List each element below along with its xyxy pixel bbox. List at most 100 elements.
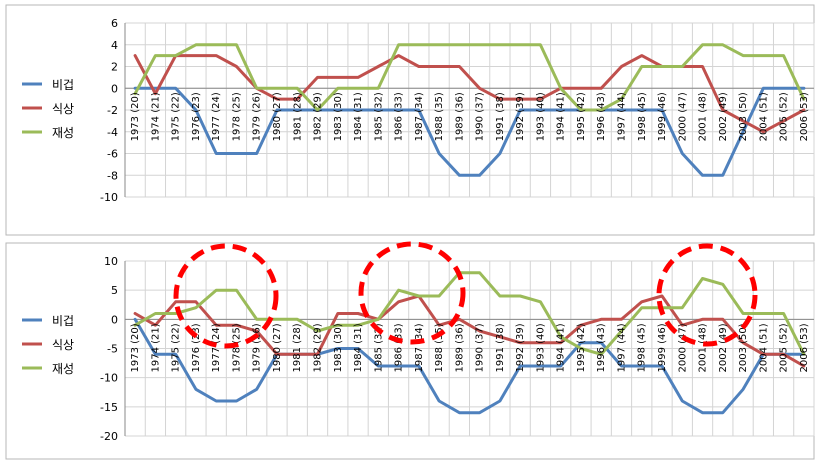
x-tick-label: 2004 (51) <box>758 323 769 372</box>
x-tick-label: 1997 (44) <box>616 92 627 141</box>
x-tick-label: 1999 (46) <box>657 323 668 372</box>
legend-label: 비겁 <box>52 78 74 92</box>
x-tick-label: 1996 (43) <box>596 323 607 372</box>
x-tick-label: 1975 (22) <box>171 323 182 372</box>
x-tick-label: 2001 (48) <box>698 323 709 372</box>
y-tick-label: -10 <box>100 372 118 385</box>
x-tick-label: 1999 (46) <box>657 92 668 141</box>
bottom-line-chart: 10 5 0 -5 -10 -15 -20 1973 (20) 1974 (21) 1975 (2… <box>22 255 815 443</box>
x-tick-label: 1979 (26) <box>252 92 263 141</box>
series-line-0 <box>133 86 806 177</box>
x-tick-label: 2005 (52) <box>779 92 790 141</box>
x-tick-label: 1998 (45) <box>637 92 648 141</box>
x-tick-label: 1992 (39) <box>515 92 526 141</box>
x-tick-label: 1977 (24) <box>211 92 222 141</box>
x-tick-label: 1973 (20) <box>130 92 141 141</box>
series-line-0 <box>133 317 806 415</box>
x-tick-label: 2004 (51) <box>758 92 769 141</box>
x-tick-label: 2005 (52) <box>779 323 790 372</box>
x-tick-label: 1974 (21) <box>150 92 161 141</box>
series-line-1 <box>133 294 806 368</box>
y-tick-label: 0 <box>111 313 118 326</box>
legend-label: 비겁 <box>52 314 74 328</box>
x-tick-label: 1976 (23) <box>191 92 202 141</box>
y-tick-label: -15 <box>100 401 118 414</box>
x-tick-label: 2003 (50) <box>738 323 749 372</box>
x-tick-label: 1997 (44) <box>616 323 627 372</box>
x-tick-label: 1974 (21) <box>150 323 161 372</box>
legend-label: 재성 <box>52 362 74 376</box>
bottom-chart-frame <box>5 242 815 460</box>
x-tick-label: 1981 (28) <box>292 92 303 141</box>
y-tick-label: 5 <box>111 284 118 297</box>
series-line-2 <box>133 271 806 356</box>
x-tick-label: 1988 (35) <box>434 323 445 372</box>
x-tick-label: 1985 (32) <box>373 92 384 141</box>
x-tick-label: 1982 (29) <box>313 92 324 141</box>
x-tick-label: 2002 (49) <box>718 92 729 141</box>
y-tick-label: -2 <box>107 104 118 117</box>
x-tick-label: 1990 (37) <box>475 92 486 141</box>
highlight-circle-3 <box>656 243 758 347</box>
x-tick-label: 1982 (29) <box>313 323 324 372</box>
x-tick-label: 2006 (53) <box>799 323 810 372</box>
y-tick-label: -8 <box>107 169 118 182</box>
x-tick-label: 1978 (25) <box>231 92 242 141</box>
x-tick-label: 1998 (45) <box>637 323 648 372</box>
y-tick-label: 4 <box>111 39 118 52</box>
x-tick-label: 2003 (50) <box>738 92 749 141</box>
x-tick-label: 1980 (27) <box>272 323 283 372</box>
x-tick-label: 1984 (31) <box>353 323 364 372</box>
x-tick-label: 1983 (30) <box>333 92 344 141</box>
x-tick-label: 1985 (32) <box>373 323 384 372</box>
x-tick-label: 1993 (40) <box>535 323 546 372</box>
x-tick-label: 1989 (36) <box>454 323 465 372</box>
x-tick-label: 1979 (26) <box>252 323 263 372</box>
x-tick-label: 1975 (22) <box>171 92 182 141</box>
x-tick-label: 1994 (41) <box>556 323 567 372</box>
x-tick-label: 1996 (43) <box>596 92 607 141</box>
highlight-circle-1 <box>173 243 279 349</box>
y-tick-label: 6 <box>111 17 118 30</box>
x-tick-label: 1976 (23) <box>191 323 202 372</box>
x-tick-label: 1987 (34) <box>414 92 425 141</box>
x-tick-label: 1986 (33) <box>394 92 405 141</box>
x-tick-label: 1992 (39) <box>515 323 526 372</box>
x-tick-label: 2002 (49) <box>718 323 729 372</box>
x-tick-label: 2001 (48) <box>698 92 709 141</box>
y-tick-label: -5 <box>107 343 118 356</box>
y-tick-label: -6 <box>107 148 118 161</box>
x-tick-label: 1991 (38) <box>495 323 506 372</box>
x-tick-label: 1993 (40) <box>535 92 546 141</box>
highlight-circle-2 <box>358 241 466 345</box>
top-line-chart: 6 4 2 0 -2 -4 -6 -8 -10 1973 (20) 1974 (21) 1975 (2… <box>22 17 815 204</box>
x-tick-label: 2006 (53) <box>799 92 810 141</box>
x-tick-label: 1987 (34) <box>414 323 425 372</box>
legend-label: 식상 <box>52 102 74 116</box>
x-tick-label: 2000 (47) <box>677 323 688 372</box>
x-tick-label: 1995 (42) <box>576 323 587 372</box>
legend-label: 재성 <box>52 126 74 140</box>
y-tick-label: 0 <box>111 82 118 95</box>
x-tick-label: 1991 (38) <box>495 92 506 141</box>
x-tick-label: 1994 (41) <box>556 92 567 141</box>
y-tick-label: 10 <box>104 255 118 268</box>
x-tick-label: 1978 (25) <box>231 323 242 372</box>
x-tick-label: 1989 (36) <box>454 92 465 141</box>
y-tick-label: -4 <box>107 126 118 139</box>
series-line-1 <box>133 54 806 134</box>
x-tick-label: 1990 (37) <box>475 323 486 372</box>
y-tick-label: -10 <box>100 191 118 204</box>
x-tick-label: 1973 (20) <box>130 323 141 372</box>
x-tick-label: 1995 (42) <box>576 92 587 141</box>
legend-label: 식상 <box>52 338 74 352</box>
x-tick-label: 1980 (27) <box>272 92 283 141</box>
series-line-2 <box>133 43 806 112</box>
x-tick-label: 1983 (30) <box>333 323 344 372</box>
y-tick-label: -20 <box>100 430 118 443</box>
x-tick-label: 1977 (24) <box>211 323 222 372</box>
x-tick-label: 1984 (31) <box>353 92 364 141</box>
x-tick-label: 2000 (47) <box>677 92 688 141</box>
y-tick-label: 2 <box>111 61 118 74</box>
